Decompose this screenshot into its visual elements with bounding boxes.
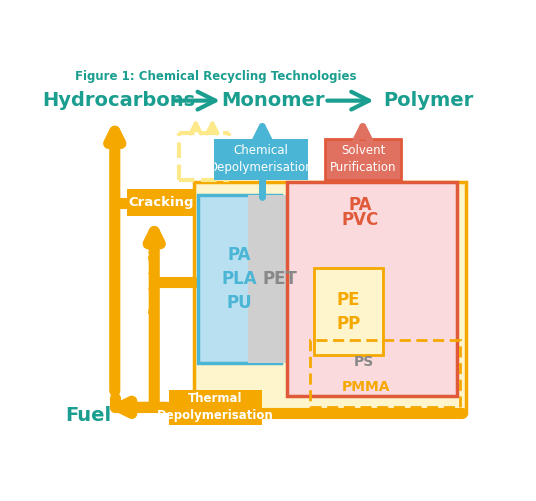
Text: Solvent
Purification: Solvent Purification <box>330 144 396 174</box>
FancyBboxPatch shape <box>314 269 383 355</box>
FancyBboxPatch shape <box>248 195 312 363</box>
Text: Monomer: Monomer <box>221 91 324 110</box>
Text: PMMA: PMMA <box>342 380 390 394</box>
FancyBboxPatch shape <box>193 182 466 413</box>
Text: Chemical
Depolymerisation: Chemical Depolymerisation <box>209 144 314 174</box>
Text: Hydrocarbons: Hydrocarbons <box>42 91 196 110</box>
Text: Thermal
Depolymerisation: Thermal Depolymerisation <box>157 392 274 422</box>
Text: Cracking: Cracking <box>129 196 194 209</box>
FancyBboxPatch shape <box>169 390 262 425</box>
Text: Fuel: Fuel <box>65 405 111 424</box>
FancyBboxPatch shape <box>214 139 308 180</box>
Text: PVC: PVC <box>341 211 378 229</box>
FancyBboxPatch shape <box>198 195 281 363</box>
Text: PE
PP: PE PP <box>336 291 361 333</box>
Text: Pyrolysis Oil: Pyrolysis Oil <box>149 246 159 314</box>
Text: Figure 1: Chemical Recycling Technologies: Figure 1: Chemical Recycling Technologie… <box>75 70 357 83</box>
FancyBboxPatch shape <box>325 139 401 180</box>
Text: PA
PLA
PU: PA PLA PU <box>221 246 257 312</box>
Text: PS: PS <box>354 355 374 369</box>
Text: Polymer: Polymer <box>383 91 473 110</box>
FancyBboxPatch shape <box>287 182 458 396</box>
Text: PET: PET <box>263 270 297 288</box>
Text: PA: PA <box>348 196 371 214</box>
FancyBboxPatch shape <box>127 189 196 216</box>
